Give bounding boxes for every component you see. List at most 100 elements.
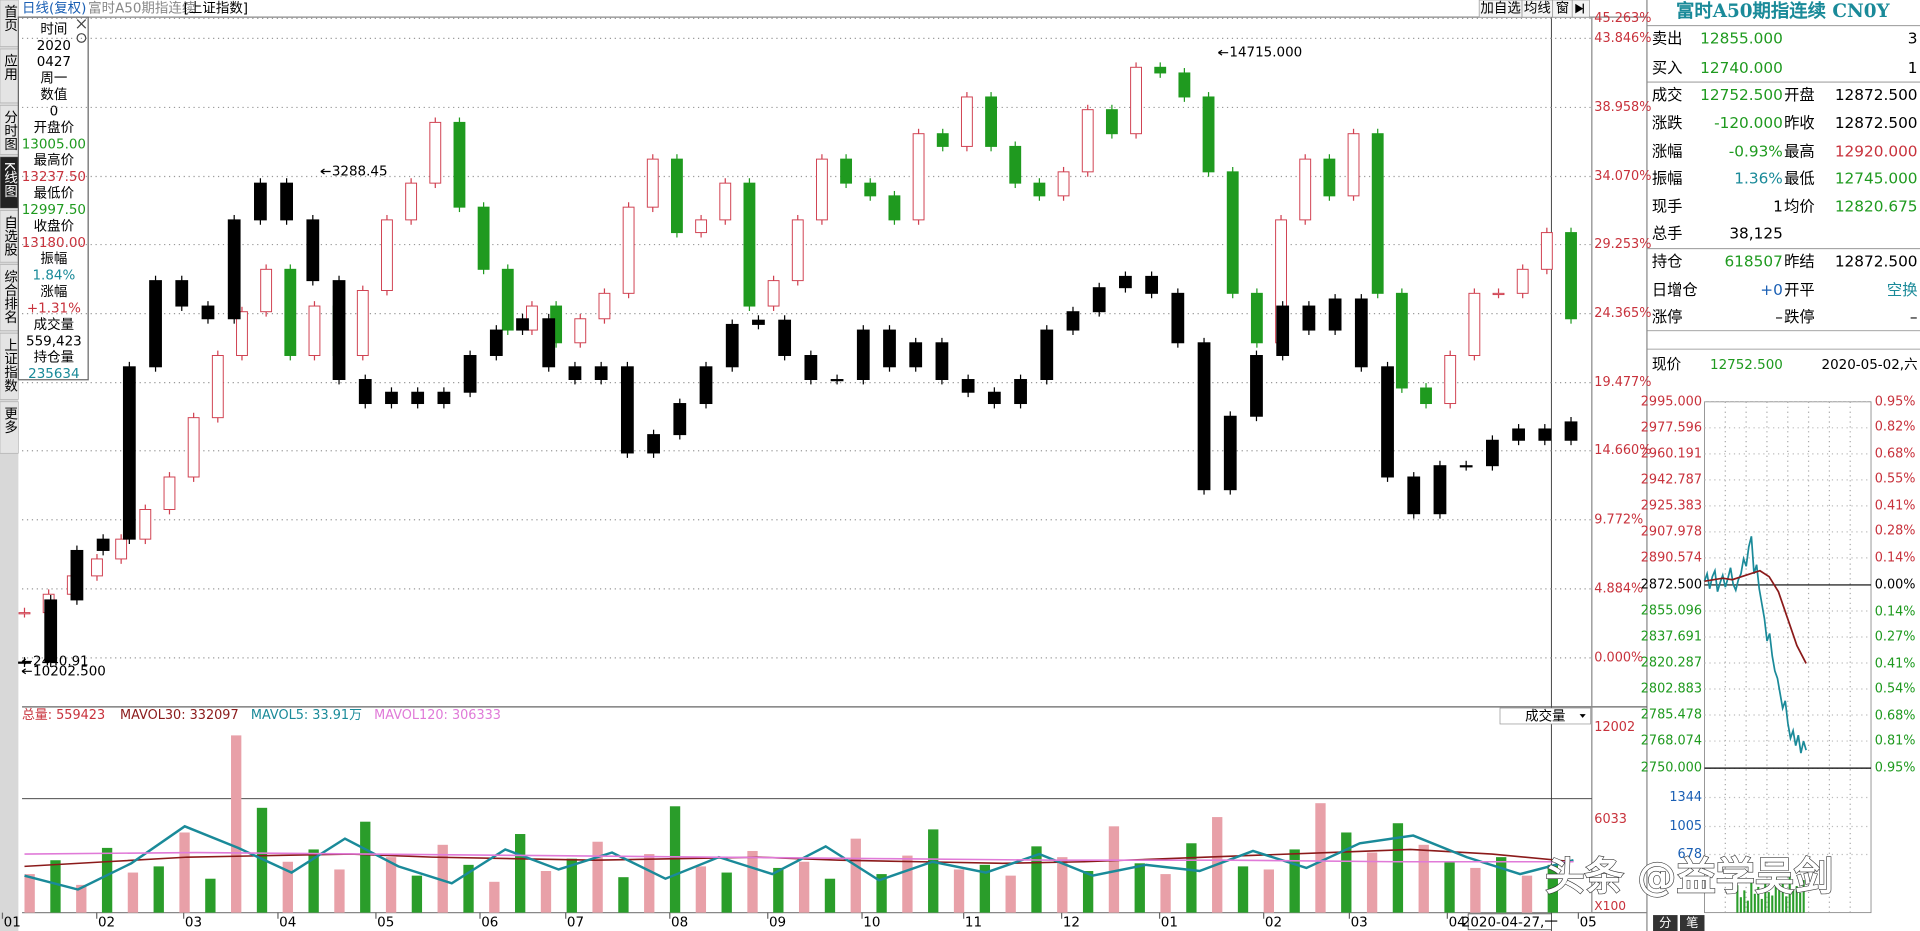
candle (1516, 268, 1529, 294)
toolbar-button-label[interactable]: 均线 (1524, 1, 1551, 17)
volume-bar (1082, 871, 1094, 913)
quote-cell: 1 (1773, 198, 1783, 216)
mini-volume-bar (1802, 880, 1805, 913)
bottom-tab[interactable] (1680, 915, 1705, 931)
volume-bar (1444, 861, 1455, 913)
candle (429, 121, 442, 184)
quote-cell: +0 (1760, 281, 1783, 299)
quote-cell: 昨收 (1784, 114, 1815, 132)
info-close[interactable] (76, 19, 87, 29)
candle (1066, 311, 1080, 331)
sidebar-tab[interactable] (0, 401, 19, 454)
candle (1459, 465, 1473, 468)
bottom-tab-label[interactable]: 笔 (1686, 915, 1698, 930)
volume-bar (876, 874, 887, 913)
mini-y-tick-label: 2802.883 (1641, 682, 1702, 697)
indicator-select-label[interactable]: 成交量 (1525, 708, 1565, 725)
mini-volume-bar (1792, 890, 1795, 913)
sidebar-tab-label[interactable]: 综合排名 (1, 269, 18, 323)
sidebar-tab-label[interactable]: 应用 (1, 53, 18, 82)
volume-bar (1160, 874, 1171, 913)
quote-cell: 12820.675 (1835, 198, 1918, 216)
sidebar-tab-label[interactable]: 分时图 (1, 110, 18, 151)
candle (815, 158, 828, 221)
quote-cell: 现手 (1652, 198, 1683, 216)
candle (437, 391, 451, 405)
info-line: 13237.50 (22, 169, 86, 185)
mini-y-tick-label: 2942.787 (1641, 472, 1702, 487)
mini-y2-tick-label: 0.14% (1875, 550, 1916, 565)
volume-bar (695, 866, 707, 913)
toolbar-button-label[interactable]: 加自选 (1480, 1, 1520, 17)
mini-y2-tick-label: 0.82% (1875, 419, 1916, 434)
volume-bar (385, 857, 397, 913)
candle (18, 612, 31, 615)
quote-cell: 12752.500 (1700, 86, 1783, 104)
volume-bar (1392, 823, 1404, 913)
candle (1223, 415, 1237, 491)
sidebar-tab-label[interactable]: 自选股 (1, 215, 18, 257)
volume-bar (592, 841, 603, 913)
candle (1540, 232, 1553, 270)
volume-bar (1315, 803, 1326, 913)
quote-cell: 1.36% (1734, 169, 1783, 187)
mini-y-tick-label: 2872.500 (1641, 577, 1702, 592)
bottom-tab[interactable] (1653, 915, 1678, 931)
quote-cell: – (1775, 308, 1783, 326)
sidebar-tab-label[interactable]: K线图 (1, 162, 18, 198)
y-tick-label: 9.772% (1594, 512, 1643, 527)
mini-y-tick-label: 2750.000 (1641, 761, 1702, 776)
candle (96, 538, 110, 551)
volume-bar (153, 866, 164, 913)
candle (699, 366, 713, 405)
info-line: 开盘价 (34, 119, 75, 136)
legend-entry: MAVOL120: 306333 (374, 708, 501, 723)
indicator-arrow[interactable] (1579, 714, 1586, 718)
bottom-tab-label[interactable]: 分 (1659, 916, 1671, 930)
candle (804, 355, 818, 381)
legend-entry: MAVOL5: 33.91万 (251, 708, 362, 723)
expand-icon[interactable] (1575, 3, 1584, 14)
sidebar-tab-label[interactable]: 首页 (1, 5, 18, 32)
volume-bar (489, 881, 500, 913)
candle (115, 538, 128, 560)
candle (719, 182, 732, 221)
sidebar-tab-label[interactable]: 更多 (1, 407, 18, 434)
info-line: +1.31% (27, 300, 81, 316)
mini-volume-bar (1736, 885, 1739, 913)
candle (725, 323, 739, 368)
candle (1485, 439, 1499, 467)
x-tick-label: 03 (1351, 914, 1368, 930)
volume-bar (1263, 869, 1274, 913)
indicator-select[interactable] (1499, 707, 1591, 725)
candle (647, 434, 660, 454)
candle (1347, 133, 1360, 197)
period-label[interactable]: 日线(复权) (22, 0, 86, 17)
quote-cell: 昨结 (1784, 253, 1815, 271)
legend-entry: MAVOL30: 332097 (120, 708, 239, 723)
annotation: 2440.91 (33, 653, 89, 669)
candle (70, 549, 84, 601)
mini-volume-tick-label: 678 (1678, 847, 1703, 862)
cursor-label: 2020-04-27,一 (1462, 914, 1558, 930)
candle (1040, 329, 1054, 381)
info-line: 收盘价 (34, 217, 75, 234)
candle (280, 182, 294, 221)
sidebar-tab-label[interactable]: 上证指数 (1, 338, 18, 392)
volume-bar (1134, 863, 1145, 913)
toolbar-button-label[interactable]: 窗 (1556, 0, 1569, 17)
quote-cell: 3 (1908, 30, 1918, 48)
candle (1512, 428, 1525, 441)
volume-tick-label: 6033 (1594, 812, 1627, 827)
candle (935, 342, 949, 381)
quote-cell: 空换 (1887, 281, 1918, 299)
x-tick-label: 11 (965, 914, 982, 930)
price-value: 12752.500 (1710, 357, 1783, 373)
mini-y2-tick-label: 0.41% (1875, 656, 1916, 671)
volume-bar (540, 871, 552, 913)
candle (1538, 428, 1552, 441)
volume-bar (1108, 826, 1120, 913)
quote-cell: 开平 (1784, 281, 1815, 299)
volume-unit: X100 (1594, 899, 1626, 913)
candle (1033, 182, 1046, 197)
